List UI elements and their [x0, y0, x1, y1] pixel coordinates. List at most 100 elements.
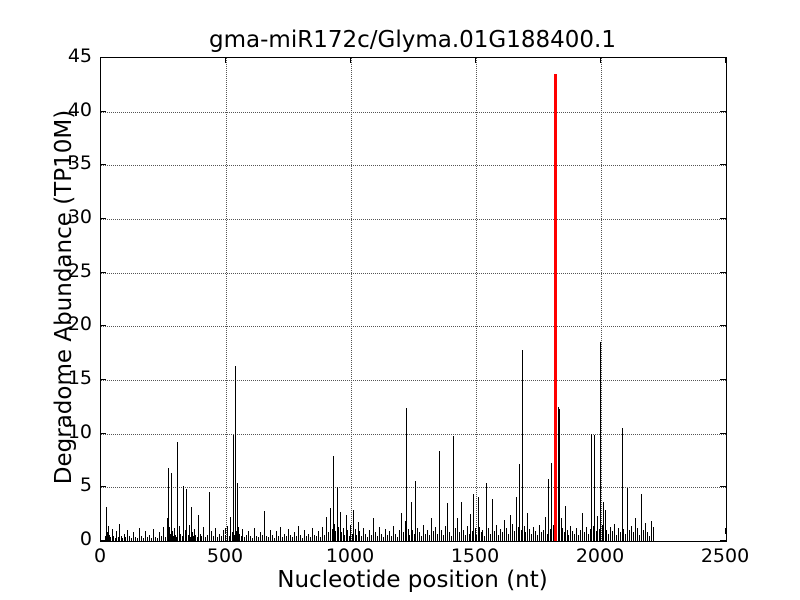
gridline-vertical: [226, 58, 227, 541]
degradome-bar: [575, 528, 577, 541]
x-axis-tick-mark: [350, 528, 351, 534]
degradome-bar: [428, 534, 430, 541]
degradome-bar: [626, 488, 628, 541]
degradome-bar: [357, 521, 359, 541]
degradome-bar: [503, 519, 505, 541]
degradome-bar: [140, 535, 142, 541]
degradome-bar: [549, 529, 551, 541]
degradome-bar: [386, 534, 388, 541]
gridline-horizontal: [101, 487, 726, 489]
degradome-bar: [497, 534, 499, 541]
degradome-bar: [162, 527, 164, 541]
degradome-bar: [259, 532, 261, 541]
degradome-bar: [581, 513, 583, 541]
degradome-bar: [215, 528, 216, 541]
degradome-bar: [392, 525, 394, 541]
degradome-bar: [430, 518, 432, 541]
degradome-bar: [511, 523, 513, 541]
degradome-bar: [364, 533, 366, 541]
degradome-bar: [438, 450, 440, 541]
degradome-bar: [462, 530, 464, 541]
degradome-bar: [144, 531, 146, 541]
degradome-bar: [227, 525, 228, 541]
degradome-bar: [532, 527, 534, 541]
degradome-bar: [534, 531, 536, 541]
degradome-bar: [211, 531, 212, 541]
degradome-bar: [644, 522, 646, 541]
degradome-bar: [630, 525, 632, 541]
degradome-bar: [243, 536, 245, 541]
degradome-bar: [169, 533, 171, 541]
degradome-bar: [207, 534, 208, 541]
degradome-bar: [454, 528, 456, 541]
degradome-bar: [183, 486, 184, 541]
y-axis-tick-mark: [720, 540, 726, 541]
degradome-bar: [396, 536, 398, 541]
degradome-bar: [285, 535, 287, 541]
degradome-bar: [499, 529, 501, 541]
degradome-bar: [235, 531, 237, 541]
degradome-bar: [209, 491, 210, 541]
degradome-bar: [228, 535, 230, 541]
degradome-bar: [240, 535, 242, 541]
degradome-bar: [546, 533, 548, 541]
x-axis-tick-mark: [100, 528, 101, 534]
x-axis-tick-mark: [100, 57, 101, 63]
degradome-bar: [177, 442, 178, 541]
y-axis-tick-mark: [100, 57, 106, 58]
degradome-bar: [366, 536, 368, 541]
degradome-bar: [594, 434, 595, 541]
degradome-bar: [646, 532, 648, 541]
degradome-bar: [456, 518, 458, 541]
degradome-bar: [446, 503, 448, 541]
degradome-bar: [597, 516, 598, 541]
degradome-bar: [191, 532, 193, 541]
degradome-bar: [201, 535, 202, 541]
degradome-bar: [592, 525, 594, 541]
degradome-bar: [273, 537, 275, 541]
degradome-bar: [172, 535, 174, 541]
degradome-bar: [638, 534, 640, 541]
degradome-bar: [295, 535, 297, 541]
degradome-bar: [407, 529, 409, 541]
degradome-bar: [519, 463, 520, 541]
y-axis-tick-mark: [720, 164, 726, 166]
degradome-bar: [199, 533, 201, 541]
degradome-bar: [348, 535, 350, 541]
degradome-bar: [617, 528, 619, 541]
degradome-bar: [565, 505, 566, 541]
degradome-bar: [148, 534, 150, 541]
degradome-bar: [444, 525, 446, 541]
degradome-bar: [562, 528, 563, 541]
x-axis-tick-mark: [475, 57, 476, 63]
plot-inner: [101, 58, 726, 541]
degradome-bar: [108, 525, 109, 541]
degradome-bar: [249, 535, 251, 541]
degradome-bar: [265, 535, 267, 541]
degradome-bar: [400, 513, 402, 541]
degradome-bar: [624, 533, 626, 541]
degradome-bar: [468, 533, 470, 541]
degradome-bar: [325, 517, 327, 541]
degradome-bar: [636, 528, 638, 541]
degradome-bar: [560, 518, 562, 541]
degradome-bar: [354, 529, 356, 541]
degradome-bar: [332, 456, 334, 541]
degradome-bar: [384, 529, 386, 541]
degradome-bar: [559, 408, 560, 541]
degradome-bar: [196, 536, 198, 541]
degradome-bar: [587, 533, 589, 541]
degradome-bar: [327, 532, 329, 541]
degradome-bar: [105, 535, 106, 541]
degradome-bar: [279, 527, 281, 541]
degradome-bar: [317, 531, 319, 541]
degradome-bar: [568, 534, 569, 541]
degradome-bar: [648, 535, 650, 541]
degradome-bar: [126, 530, 128, 541]
degradome-bar: [632, 532, 634, 541]
degradome-bar: [345, 515, 347, 541]
degradome-bar: [192, 535, 194, 541]
degradome-bar: [336, 487, 338, 541]
degradome-bar: [652, 527, 654, 541]
degradome-bar: [577, 534, 579, 541]
